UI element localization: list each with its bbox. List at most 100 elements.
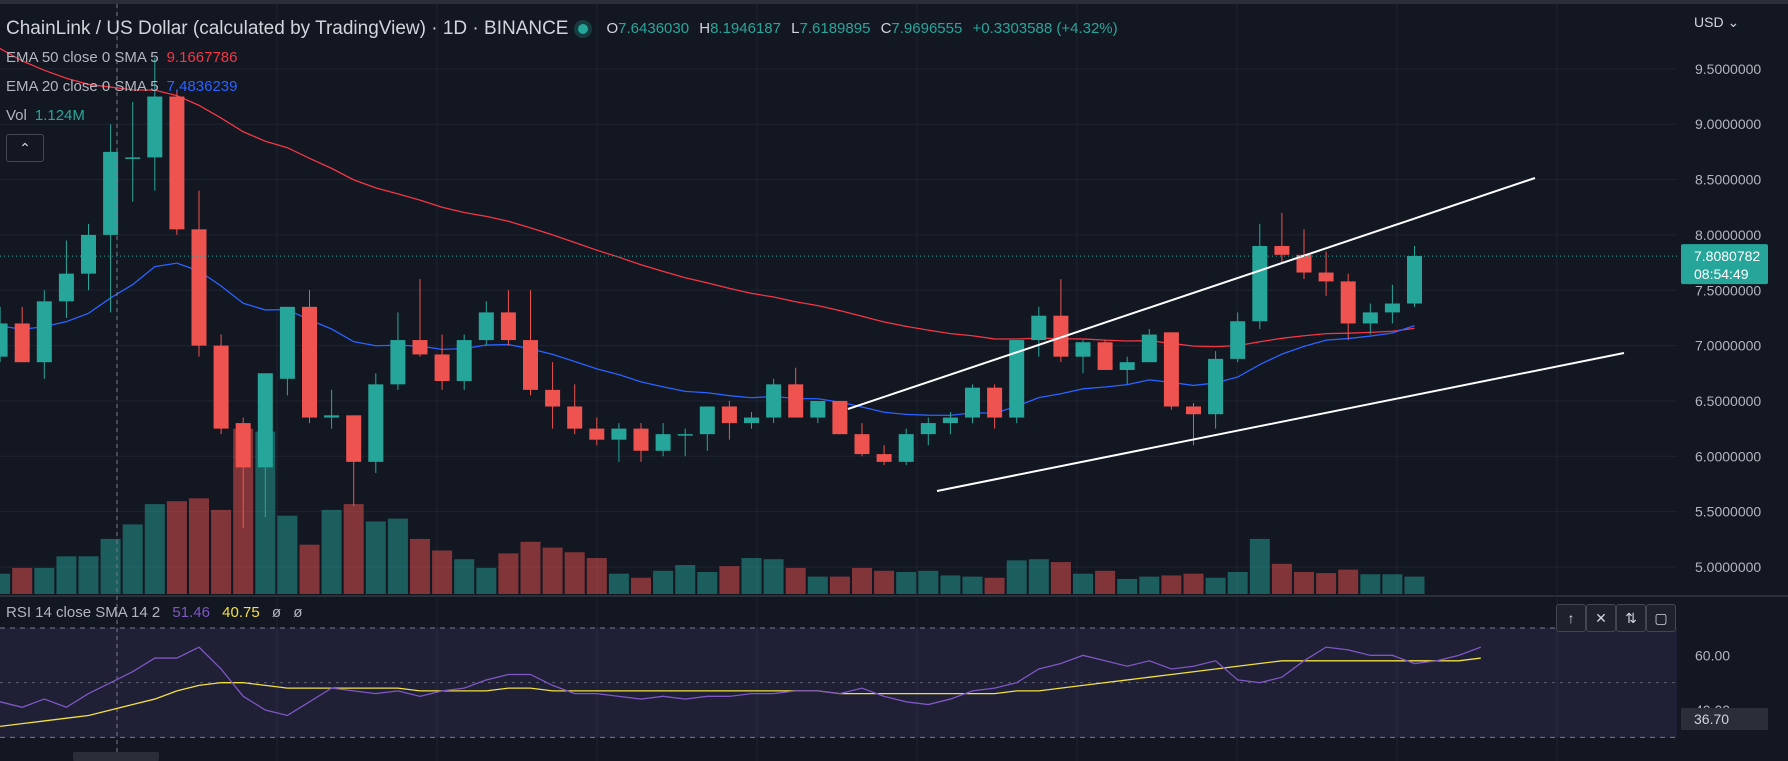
volume-bar: [653, 570, 674, 594]
volume-bar: [343, 504, 364, 594]
volume-bars: [0, 428, 1425, 594]
candle-body: [213, 345, 229, 429]
price-tick-label: 8.5000000: [1695, 172, 1761, 188]
candle-body: [1186, 406, 1201, 415]
candle-body: [655, 434, 671, 451]
lower-trendline: [936, 352, 1625, 492]
volume-bar: [1382, 574, 1403, 594]
candle-body: [1119, 362, 1135, 370]
candle: [1407, 245, 1422, 307]
rsi-sma-value: 40.75: [222, 604, 260, 621]
chevron-up-icon: ⌃: [19, 139, 31, 156]
candle: [655, 423, 671, 457]
candle: [412, 279, 428, 357]
candle: [478, 301, 494, 346]
candle-body: [1340, 281, 1356, 324]
market-status-icon[interactable]: [578, 23, 589, 34]
candle: [1141, 328, 1157, 363]
candle: [235, 417, 251, 529]
candle-body: [478, 312, 494, 341]
candle: [1274, 212, 1290, 263]
rsi-axis-label: 36.70: [1681, 708, 1768, 731]
collapse-pane-button[interactable]: ⇅: [1616, 604, 1646, 632]
candle: [965, 384, 980, 424]
candle: [1031, 306, 1047, 357]
volume-bar: [829, 576, 850, 594]
volume-bar: [1139, 576, 1160, 594]
maximize-icon: ▢: [1654, 609, 1668, 626]
volume-bar: [100, 538, 121, 594]
candle-body: [1274, 245, 1290, 255]
candle: [1230, 312, 1246, 363]
bar-countdown: 08:54:49: [1694, 266, 1749, 282]
price-tick-label: 8.0000000: [1695, 227, 1761, 243]
collapse-legend-button[interactable]: ⌃: [6, 134, 44, 162]
price-tick-label: 9.0000000: [1695, 116, 1761, 132]
candle-body: [589, 428, 605, 440]
volume-bar: [1117, 578, 1138, 594]
volume-bar: [520, 541, 541, 594]
candle: [257, 373, 273, 518]
candle-body: [942, 417, 958, 424]
ema50-legend[interactable]: EMA 50 close 0 SMA 5 9.1667786: [6, 43, 1124, 72]
volume-bar: [1006, 560, 1027, 594]
volume-bar: [144, 504, 165, 594]
close-label: C: [880, 20, 892, 37]
volume-bar: [631, 577, 651, 594]
candle-body: [191, 229, 207, 346]
volume-bar: [586, 558, 607, 594]
high-value: 8.1946187: [710, 20, 781, 37]
volume-bar: [1095, 570, 1116, 594]
candle-body: [368, 384, 384, 462]
volume-bar: [675, 565, 696, 594]
candle: [302, 290, 317, 424]
rsi-legend[interactable]: RSI 14 close SMA 14 2 51.46 40.75 ø ø: [6, 604, 302, 621]
candle-body: [324, 415, 340, 418]
candle-body: [744, 417, 759, 424]
candle: [346, 415, 362, 507]
candle-body: [965, 387, 980, 418]
volume-bar: [1316, 573, 1337, 594]
symbol-row: ChainLink / US Dollar (calculated by Tra…: [6, 14, 1124, 43]
volume-bar: [387, 518, 408, 594]
high-label: H: [699, 20, 711, 37]
volume-bar: [719, 566, 740, 594]
candle-body: [279, 306, 295, 379]
candle-body: [854, 434, 870, 455]
candle-body: [1362, 312, 1378, 324]
volume-label: Vol: [6, 107, 27, 124]
move-pane-up-button[interactable]: ↑: [1556, 604, 1586, 632]
price-axis: 9.5000000 9.0000000 8.5000000 8.0000000 7.50…: [1681, 61, 1768, 731]
rsi-extra-value-2: ø: [293, 604, 303, 621]
candle-body: [500, 312, 516, 341]
volume-bar: [498, 553, 519, 594]
candle: [456, 334, 472, 390]
candle: [1119, 356, 1135, 385]
close-pane-button[interactable]: ✕: [1586, 604, 1616, 632]
currency-selector[interactable]: USD ⌄: [1694, 14, 1739, 31]
volume-bar: [984, 577, 1005, 594]
candle: [567, 384, 583, 435]
candle-body: [832, 400, 848, 435]
close-icon: ✕: [1595, 609, 1607, 626]
volume-bar: [1294, 571, 1314, 594]
volume-bar: [1227, 571, 1248, 594]
volume-legend[interactable]: Vol 1.124M: [6, 101, 1124, 130]
open-label: O: [606, 20, 619, 37]
candle-body: [169, 96, 185, 230]
candle-body: [788, 384, 804, 418]
ema20-legend[interactable]: EMA 20 close 0 SMA 5 7.4836239: [6, 72, 1124, 101]
candle-body: [677, 434, 693, 436]
symbol-title[interactable]: ChainLink / US Dollar (calculated by Tra…: [6, 17, 569, 39]
maximize-pane-button[interactable]: ▢: [1646, 604, 1676, 632]
volume-bar: [896, 571, 917, 594]
volume-bar: [211, 509, 232, 594]
current-price-badge: [1681, 244, 1768, 285]
volume-bar: [166, 501, 187, 594]
volume-bar: [122, 524, 143, 594]
volume-bar: [1249, 538, 1270, 594]
candle-body: [523, 340, 538, 390]
candle-body: [346, 415, 362, 462]
ema50-label: EMA 50 close 0 SMA 5: [6, 49, 159, 66]
